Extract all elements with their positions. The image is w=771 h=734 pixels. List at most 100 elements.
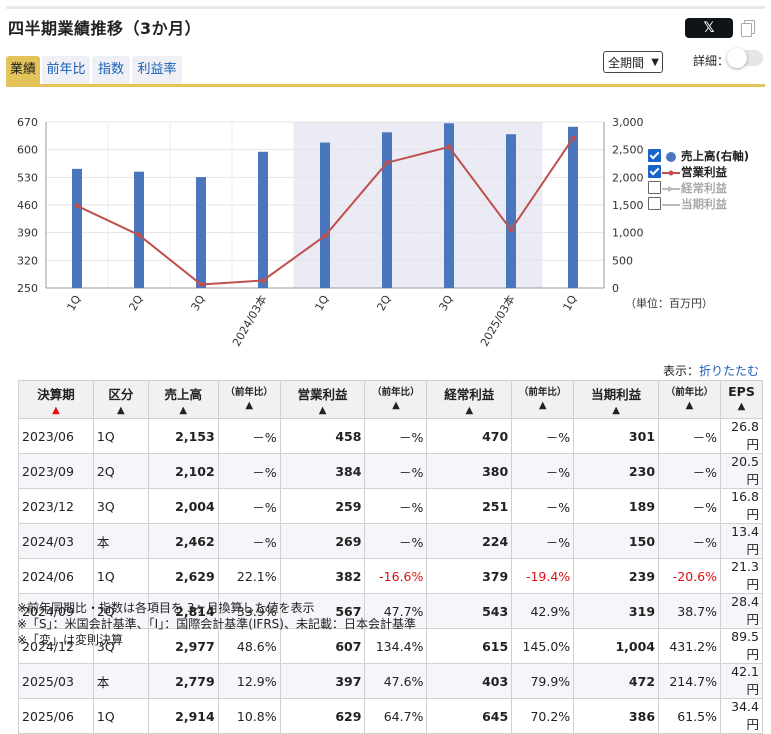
legend-checkbox-net[interactable] — [648, 197, 661, 210]
sort-arrow-icon[interactable]: ▲ — [245, 400, 254, 411]
x-share-button[interactable]: 𝕏 — [685, 18, 733, 38]
column-header[interactable]: （前年比） ▲ — [364, 380, 428, 419]
category-label: 1Q — [313, 293, 332, 313]
right-tick-label: 1,000 — [612, 227, 644, 240]
column-header-label: EPS — [728, 384, 755, 399]
sort-arrow-icon[interactable]: ▲ — [179, 405, 188, 416]
column-header[interactable]: 区分 ▲ — [92, 380, 149, 419]
right-tick-label: 3,000 — [612, 116, 644, 129]
bar-sales — [506, 134, 516, 288]
column-header[interactable]: 経常利益 ▲ — [426, 380, 513, 419]
table-cell: 42.9% — [511, 593, 575, 629]
table-cell: 2,462 — [147, 523, 219, 559]
results-table: 決算期 ▲ 区分 ▲ 売上高 ▲ （前年比） ▲ 営業利益 ▲ （前年比） ▲ 経常利益 ▲ （前年比） ▲ 当… — [18, 380, 764, 734]
tab-results[interactable]: 業績 — [6, 56, 40, 84]
table-cell: 2,102 — [147, 453, 219, 489]
table-cell: 2,914 — [147, 698, 219, 734]
table-cell: －% — [364, 418, 428, 454]
period-select[interactable]: 全期間 ▼ — [603, 51, 663, 73]
column-header-label: 決算期 — [37, 387, 75, 402]
legend-label-net: 当期利益 — [681, 197, 727, 211]
table-cell: 2024/09 — [18, 593, 94, 629]
table-cell: 2023/12 — [18, 488, 94, 524]
column-header[interactable]: （前年比） ▲ — [511, 380, 575, 419]
column-header-label: （前年比） — [372, 387, 420, 398]
sort-arrow-icon[interactable]: ▲ — [685, 400, 694, 411]
bar-sales — [72, 168, 82, 288]
tab-yoy[interactable]: 前年比 — [42, 56, 90, 84]
table-cell: －% — [217, 523, 281, 559]
sort-arrow-icon[interactable]: ▲ — [612, 405, 620, 416]
column-header[interactable]: （前年比） ▲ — [658, 380, 721, 419]
column-header[interactable]: 売上高 ▲ — [147, 380, 219, 419]
table-cell: 2,629 — [147, 558, 219, 594]
table-cell: 42.1円 — [719, 663, 764, 699]
column-header[interactable]: 決算期 ▲ — [18, 380, 94, 419]
table-cell: 269 — [279, 523, 366, 559]
sort-arrow-icon[interactable]: ▲ — [538, 400, 547, 411]
line-icon — [661, 198, 681, 212]
legend-checkbox-sales[interactable] — [648, 149, 661, 162]
column-header[interactable]: （前年比） ▲ — [217, 380, 281, 419]
sort-arrow-icon[interactable]: ▲ — [318, 405, 327, 416]
table-cell: 34.4円 — [719, 698, 764, 734]
table-cell: 38.7% — [658, 593, 721, 629]
table-display-control: 表示：折りたたむ — [663, 362, 759, 379]
legend-label-sales: 売上高(右軸) — [681, 149, 750, 163]
sort-arrow-icon[interactable]: ▲ — [465, 405, 474, 416]
column-header-label: 経常利益 — [444, 387, 495, 402]
table-cell: 2024/06 — [18, 558, 94, 594]
legend-checkbox-operating[interactable] — [648, 165, 661, 178]
table-cell: 382 — [279, 558, 366, 594]
tab-index[interactable]: 指数 — [92, 56, 130, 84]
table-cell: －% — [364, 523, 428, 559]
table-cell: 79.9% — [511, 663, 575, 699]
left-tick-label: 460 — [17, 199, 38, 212]
sort-arrow-icon[interactable]: ▲ — [392, 400, 400, 411]
bar-sales — [134, 171, 144, 288]
table-cell: 1Q — [92, 698, 149, 734]
column-header[interactable]: 当期利益 ▲ — [573, 380, 660, 419]
tab-margin[interactable]: 利益率 — [132, 56, 182, 84]
legend-item-net[interactable]: 当期利益 — [648, 196, 749, 212]
table-cell: 319 — [573, 593, 660, 629]
table-cell: 472 — [573, 663, 660, 699]
table-cell: 2Q — [92, 453, 149, 489]
table-body: 2023/06 1Q 2,153 －% 458 －% 470 －% 301 －% 26.8円 2023… — [18, 418, 764, 734]
table-cell: 2,814 — [147, 593, 219, 629]
bar-sales — [320, 142, 330, 288]
column-header[interactable]: 営業利益 ▲ — [279, 380, 366, 419]
column-header-label: （前年比） — [225, 387, 273, 398]
table-cell: 431.2% — [658, 628, 721, 664]
table-cell: 47.6% — [364, 663, 428, 699]
point-operating-profit — [74, 203, 80, 209]
legend-item-operating[interactable]: 営業利益 — [648, 164, 749, 180]
table-cell: 645 — [426, 698, 513, 734]
left-tick-label: 320 — [17, 254, 38, 267]
legend-item-ordinary[interactable]: 経常利益 — [648, 180, 749, 196]
sort-arrow-icon[interactable]: ▲ — [52, 405, 60, 416]
chevron-down-icon: ▼ — [651, 57, 659, 68]
table-cell: 2024/03 — [18, 523, 94, 559]
legend-item-sales[interactable]: 売上高(右軸) — [648, 148, 749, 164]
copy-icon[interactable] — [741, 20, 755, 37]
table-cell: －% — [217, 488, 281, 524]
table-cell: 224 — [426, 523, 513, 559]
table-cell: 251 — [426, 488, 513, 524]
detail-label: 詳細： — [693, 54, 730, 68]
table-cell: 16.8円 — [719, 488, 764, 524]
table-cell: 2,153 — [147, 418, 219, 454]
detail-toggle[interactable] — [727, 48, 763, 68]
table-row: 2023/09 2Q 2,102 －% 384 －% 380 －% 230 －% 20.5円 — [18, 453, 764, 489]
sort-arrow-icon[interactable]: ▲ — [117, 405, 125, 416]
legend-checkbox-ordinary[interactable] — [648, 181, 661, 194]
sort-arrow-icon[interactable]: ▲ — [737, 401, 746, 412]
table-cell: 21.3円 — [719, 558, 764, 594]
fold-link[interactable]: 折りたたむ — [699, 364, 760, 378]
bar-sales — [196, 177, 206, 288]
category-label: 2025/03本 — [477, 293, 517, 349]
right-tick-label: 0 — [612, 282, 619, 295]
column-header[interactable]: EPS ▲ — [719, 380, 764, 419]
line-marker-icon — [661, 166, 681, 180]
category-label: 1Q — [561, 293, 580, 313]
